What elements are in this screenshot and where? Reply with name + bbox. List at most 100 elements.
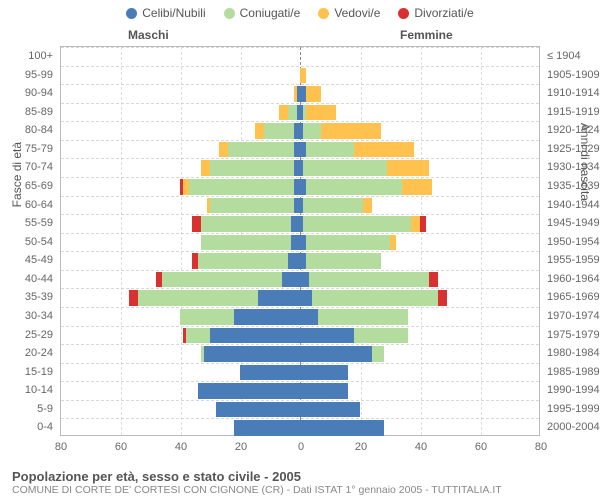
segment-c [300, 290, 312, 306]
age-label: 95-99 [3, 66, 53, 85]
bar-left [207, 198, 300, 214]
segment-d [420, 216, 426, 232]
legend-label: Coniugati/e [240, 6, 301, 20]
segment-g [138, 290, 258, 306]
segment-g [210, 160, 294, 176]
bar-left [183, 328, 300, 344]
birth-year-label: 1930-1934 [547, 158, 600, 177]
pyramid-row [61, 66, 539, 85]
bar-right [300, 179, 432, 195]
legend-swatch [398, 8, 409, 19]
age-label: 5-9 [3, 400, 53, 419]
age-label: 65-69 [3, 177, 53, 196]
age-label: 100+ [3, 47, 53, 66]
birth-year-label: 1995-1999 [547, 400, 600, 419]
segment-c [240, 365, 300, 381]
bar-right [300, 420, 384, 436]
segment-w [402, 179, 432, 195]
pyramid-row [61, 288, 539, 307]
segment-c [300, 272, 309, 288]
segment-g [354, 328, 408, 344]
segment-c [204, 346, 300, 362]
x-tick-label: 60 [115, 441, 127, 453]
segment-d [429, 272, 438, 288]
segment-g [264, 123, 294, 139]
bar-right [300, 198, 372, 214]
birth-year-label: 1985-1989 [547, 363, 600, 382]
pyramid-row [61, 47, 539, 66]
birth-year-label: 1935-1939 [547, 177, 600, 196]
segment-d [129, 290, 138, 306]
bar-left [240, 365, 300, 381]
pyramid-row [61, 84, 539, 103]
segment-w [306, 105, 336, 121]
pyramid-row [61, 140, 539, 159]
plot-area: 100+≤ 190495-991905-190990-941910-191485… [60, 46, 540, 436]
segment-c [258, 290, 300, 306]
legend-item: Coniugati/e [224, 6, 301, 20]
segment-c [300, 346, 372, 362]
bar-right [300, 86, 321, 102]
segment-w [387, 160, 429, 176]
bar-right [300, 142, 414, 158]
bar-right [300, 68, 306, 84]
pyramid-row [61, 233, 539, 252]
birth-year-label: 1960-1964 [547, 270, 600, 289]
birth-year-label: 1975-1979 [547, 326, 600, 345]
birth-year-label: 1945-1949 [547, 214, 600, 233]
bar-left [201, 346, 300, 362]
x-tick-label: 40 [415, 441, 427, 453]
segment-g [210, 198, 294, 214]
segment-w [321, 123, 381, 139]
birth-year-label: 1980-1984 [547, 344, 600, 363]
pyramid-row [61, 158, 539, 177]
bar-right [300, 402, 360, 418]
bar-left [219, 142, 300, 158]
birth-year-label: 1925-1929 [547, 140, 600, 159]
legend-label: Celibi/Nubili [142, 6, 205, 20]
segment-g [303, 160, 387, 176]
bar-right [300, 272, 438, 288]
bar-right [300, 365, 348, 381]
age-label: 0-4 [3, 418, 53, 437]
segment-c [300, 365, 348, 381]
bar-left [129, 290, 300, 306]
bar-right [300, 328, 408, 344]
segment-g [162, 272, 282, 288]
segment-w [300, 68, 306, 84]
segment-w [411, 216, 420, 232]
chart-subtitle: COMUNE DI CORTE DE' CORTESI CON CIGNONE … [12, 484, 588, 496]
x-tick-label: 60 [475, 441, 487, 453]
segment-d [192, 216, 201, 232]
bar-left [192, 216, 300, 232]
birth-year-label: 1920-1924 [547, 121, 600, 140]
segment-g [180, 309, 234, 325]
segment-c [300, 309, 318, 325]
legend-item: Celibi/Nubili [126, 6, 205, 20]
age-label: 15-19 [3, 363, 53, 382]
bar-left [255, 123, 300, 139]
bar-right [300, 160, 429, 176]
segment-c [291, 235, 300, 251]
population-pyramid-chart: Celibi/NubiliConiugati/eVedovi/eDivorzia… [0, 0, 600, 500]
birth-year-label: 1990-1994 [547, 381, 600, 400]
header-female: Femmine [400, 28, 453, 42]
age-label: 60-64 [3, 196, 53, 215]
legend-swatch [224, 8, 235, 19]
birth-year-label: 1940-1944 [547, 196, 600, 215]
age-label: 35-39 [3, 288, 53, 307]
pyramid-row [61, 326, 539, 345]
bar-left [234, 420, 300, 436]
pyramid-row [61, 251, 539, 270]
pyramid-row [61, 418, 539, 437]
bar-left [201, 160, 300, 176]
birth-year-label: 1915-1919 [547, 103, 600, 122]
x-tick-label: 20 [235, 441, 247, 453]
segment-w [279, 105, 288, 121]
bar-left [279, 105, 300, 121]
segment-g [306, 142, 354, 158]
segment-g [198, 253, 288, 269]
bar-right [300, 383, 348, 399]
segment-w [306, 86, 321, 102]
age-label: 30-34 [3, 307, 53, 326]
